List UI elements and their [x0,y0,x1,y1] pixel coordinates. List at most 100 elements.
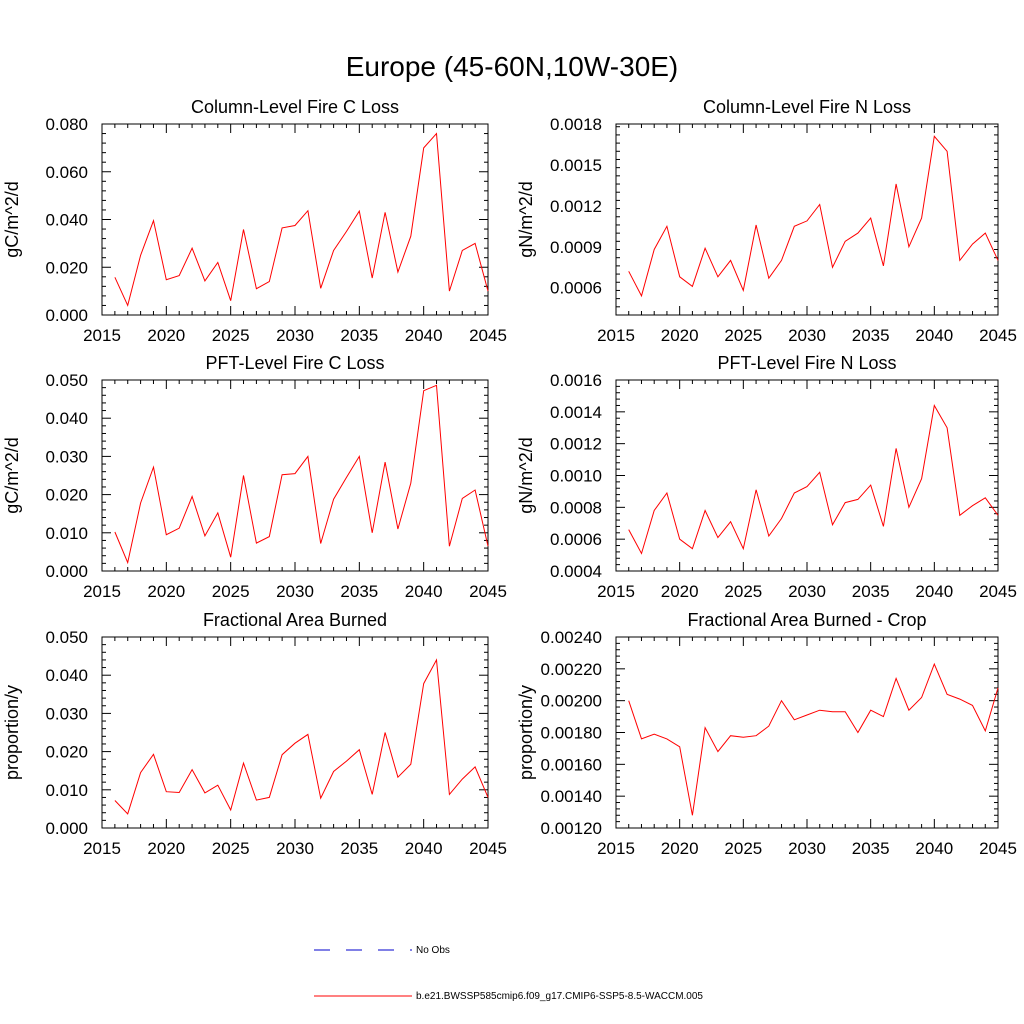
x-tick-label: 2020 [147,326,185,345]
y-tick-label: 0.030 [45,447,88,466]
plot-frame [615,636,999,829]
x-tick-label: 2035 [852,839,890,858]
y-axis-label: gC/m^2/d [2,437,22,513]
chart-panel-6: 2015 2020 2025 2030 2035 2040 2045 0.00120 0.001… [516,610,1017,858]
chart-panel-2: 2015 2020 2025 2030 2035 2040 2045 0.0006 0.0009… [516,97,1017,345]
chart-panel-3: 2015 2020 2025 2030 2035 2040 2045 0.000 0.010 0.… [2,353,507,601]
y-tick-label: 0.0012 [550,435,602,454]
y-tick-label: 0.00140 [541,787,602,806]
y-axis-label: proportion/y [2,685,22,780]
x-tick-label: 2030 [788,582,826,601]
y-axis-label: proportion/y [516,685,536,780]
y-tick-label: 0.00160 [541,755,602,774]
x-tick-label: 2040 [405,326,443,345]
x-tick-label: 2045 [979,326,1017,345]
y-tick-label: 0.020 [45,486,88,505]
chart-panel-1: 2015 2020 2025 2030 2035 2040 2045 0.000 0.020 0.… [2,97,507,345]
y-tick-label: 0.00240 [541,628,602,647]
x-tick-label: 2040 [405,839,443,858]
y-tick-label: 0.040 [45,666,88,685]
x-tick-label: 2015 [597,582,635,601]
x-tick-label: 2030 [276,839,314,858]
x-tick-label: 2025 [212,326,250,345]
y-tick-label: 0.00200 [541,692,602,711]
y-axis-label: gN/m^2/d [516,181,536,257]
y-tick-label: 0.0016 [550,371,602,390]
x-tick-label: 2025 [724,839,762,858]
y-tick-label: 0.000 [45,306,88,325]
x-tick-label: 2015 [83,582,121,601]
x-tick-label: 2025 [724,326,762,345]
x-tick-label: 2040 [405,582,443,601]
x-tick-label: 2020 [147,582,185,601]
x-tick-label: 2015 [83,326,121,345]
y-tick-label: 0.0008 [550,498,602,517]
x-tick-label: 2045 [979,839,1017,858]
panel-title: Column-Level Fire C Loss [191,97,399,117]
y-tick-label: 0.0015 [550,156,602,175]
x-tick-label: 2015 [597,839,635,858]
legend: No Obs b.e21.BWSSP585cmip6.f09_g17.CMIP6… [314,945,703,1002]
x-tick-label: 2030 [788,839,826,858]
x-tick-label: 2030 [276,326,314,345]
x-tick-label: 2020 [661,582,699,601]
y-tick-label: 0.0006 [550,530,602,549]
legend-model-label: b.e21.BWSSP585cmip6.f09_g17.CMIP6-SSP5-8… [416,991,703,1002]
y-tick-label: 0.0004 [550,562,602,581]
y-tick-label: 0.040 [45,211,88,230]
series-line [114,132,489,307]
x-tick-label: 2045 [979,582,1017,601]
plot-frame [101,379,489,572]
x-tick-label: 2030 [788,326,826,345]
x-tick-label: 2045 [469,326,507,345]
y-tick-label: 0.050 [45,628,88,647]
panel-title: PFT-Level Fire C Loss [205,353,384,373]
plot-frame [101,123,489,316]
x-tick-label: 2025 [212,839,250,858]
y-tick-label: 0.0010 [550,467,602,486]
plot-frame [615,379,999,572]
x-tick-label: 2035 [852,582,890,601]
y-tick-label: 0.00120 [541,819,602,838]
series-line [628,404,999,555]
y-tick-label: 0.050 [45,371,88,390]
plot-frame [615,123,999,316]
x-tick-label: 2040 [915,582,953,601]
y-tick-label: 0.080 [45,115,88,134]
x-tick-label: 2025 [724,582,762,601]
x-tick-label: 2030 [276,582,314,601]
plot-frame [101,636,489,829]
y-tick-label: 0.00220 [541,660,602,679]
y-tick-label: 0.030 [45,704,88,723]
x-tick-label: 2035 [340,582,378,601]
y-tick-label: 0.020 [45,743,88,762]
series-line [114,384,489,565]
x-tick-label: 2020 [661,839,699,858]
y-axis-label: gN/m^2/d [516,437,536,513]
y-tick-label: 0.040 [45,409,88,428]
y-tick-label: 0.0018 [550,115,602,134]
y-tick-label: 0.010 [45,524,88,543]
y-tick-label: 0.0012 [550,197,602,216]
panel-title: Column-Level Fire N Loss [703,97,911,117]
x-tick-label: 2025 [212,582,250,601]
y-tick-label: 0.0006 [550,279,602,298]
x-tick-label: 2040 [915,326,953,345]
x-tick-label: 2015 [83,839,121,858]
series-line [628,662,999,816]
panel-title: PFT-Level Fire N Loss [717,353,896,373]
figure-title: Europe (45-60N,10W-30E) [346,51,679,82]
y-tick-label: 0.00180 [541,724,602,743]
y-tick-label: 0.000 [45,562,88,581]
y-tick-label: 0.0014 [550,403,602,422]
series-line [628,135,999,298]
y-tick-label: 0.010 [45,781,88,800]
x-tick-label: 2035 [852,326,890,345]
x-tick-label: 2020 [147,839,185,858]
x-tick-label: 2035 [340,839,378,858]
y-tick-label: 0.060 [45,163,88,182]
x-tick-label: 2015 [597,326,635,345]
x-tick-label: 2045 [469,582,507,601]
legend-no-obs-label: No Obs [416,945,450,956]
x-tick-label: 2045 [469,839,507,858]
